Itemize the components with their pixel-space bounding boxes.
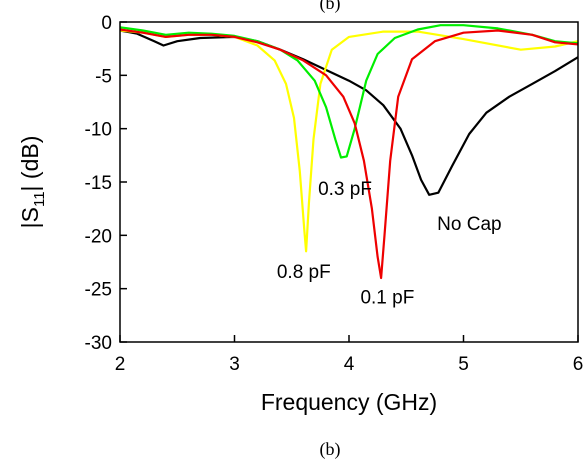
y-axis-title-tail: | (dB)	[17, 136, 43, 192]
curve-label: No Cap	[437, 214, 501, 235]
x-tick-label: 2	[115, 354, 126, 375]
curve-annotations: 0.3 pF No Cap 0.8 pF 0.1 pF	[277, 179, 502, 309]
series-line-no-cap	[119, 29, 579, 196]
x-axis: 2 3 4 5 6	[115, 335, 584, 375]
curve-label: 0.8 pF	[277, 262, 331, 283]
series-line-0-1-pf	[119, 28, 579, 280]
y-tick-label: -10	[85, 120, 112, 141]
header-fragment: (b)	[320, 0, 341, 14]
series-line-0-8-pf	[119, 29, 579, 253]
x-tick-label: 6	[573, 354, 584, 375]
y-tick-label: -15	[85, 173, 112, 194]
x-tick-label: 3	[229, 354, 240, 375]
figure-caption: (b)	[320, 439, 341, 460]
y-axis-title-main: |S	[17, 207, 43, 228]
series-layer	[119, 24, 579, 280]
y-axis-title: |S11| (dB)	[17, 136, 48, 229]
y-tick-label: 0	[101, 13, 112, 34]
curve-label: 0.3 pF	[318, 179, 372, 200]
curve-label: 0.1 pF	[360, 288, 414, 309]
y-tick-label: -5	[95, 66, 112, 87]
y-axis-title-subscript: 11	[31, 191, 48, 207]
y-tick-label: -30	[85, 333, 112, 354]
y-tick-label: -20	[85, 226, 112, 247]
series-line-0-3-pf	[119, 24, 579, 159]
x-axis-title: Frequency (GHz)	[261, 389, 437, 415]
y-axis: 0 -5 -10 -15 -20 -25 -30	[85, 13, 127, 354]
x-tick-label: 4	[344, 354, 355, 375]
y-tick-label: -25	[85, 280, 112, 301]
x-tick-label: 5	[458, 354, 469, 375]
